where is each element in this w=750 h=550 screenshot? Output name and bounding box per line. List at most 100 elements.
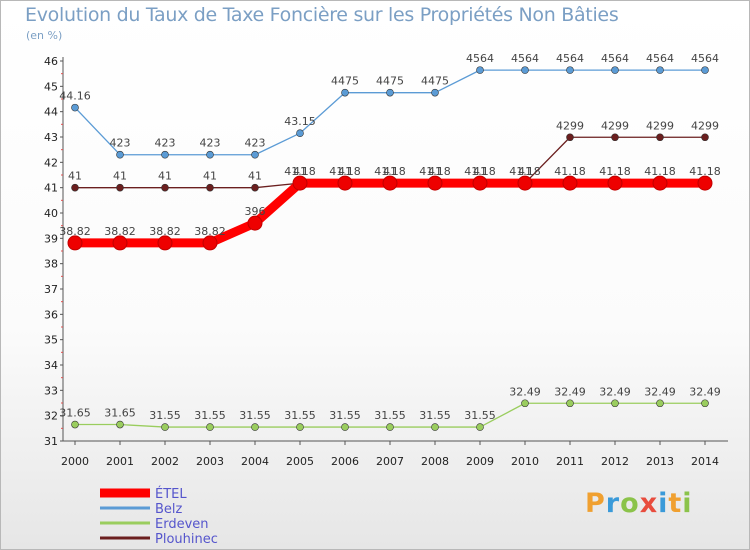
y-tick-label: 45 bbox=[44, 80, 58, 93]
point-plouhinec bbox=[566, 133, 574, 142]
y-tick-label: 44 bbox=[44, 106, 58, 119]
x-tick-label: 2005 bbox=[286, 455, 314, 468]
point-erdeven bbox=[296, 423, 304, 431]
point-plouhinec bbox=[701, 133, 709, 142]
data-label-belz: 423 bbox=[245, 137, 266, 150]
data-label-tel: 41.18 bbox=[644, 165, 676, 178]
data-label-erdeven: 32.49 bbox=[554, 385, 586, 398]
data-label-erdeven: 31.55 bbox=[374, 409, 406, 422]
point-belz bbox=[71, 103, 79, 112]
y-tick-label: 35 bbox=[44, 334, 58, 347]
data-label-belz: 4475 bbox=[376, 75, 404, 88]
x-tick-label: 2000 bbox=[61, 455, 89, 468]
point-tel bbox=[202, 235, 218, 251]
point-tel bbox=[652, 175, 668, 191]
point-erdeven bbox=[341, 423, 349, 431]
data-label-plouhinec: 41 bbox=[338, 165, 352, 178]
data-label-belz: 43.15 bbox=[284, 115, 316, 128]
data-label-erdeven: 31.55 bbox=[464, 409, 496, 422]
data-label-belz: 423 bbox=[155, 137, 176, 150]
point-tel bbox=[247, 215, 263, 231]
data-label-erdeven: 31.55 bbox=[149, 409, 181, 422]
x-tick-label: 2003 bbox=[196, 455, 224, 468]
data-label-belz: 44.16 bbox=[59, 90, 91, 103]
point-erdeven bbox=[116, 420, 124, 429]
data-label-belz: 4564 bbox=[466, 52, 494, 65]
point-plouhinec bbox=[71, 183, 79, 192]
point-belz bbox=[701, 66, 709, 74]
y-tick-label: 37 bbox=[44, 283, 58, 296]
x-tick-label: 2002 bbox=[151, 455, 179, 468]
x-tick-label: 2011 bbox=[556, 455, 584, 468]
data-label-belz: 4564 bbox=[646, 52, 674, 65]
x-tick-label: 2001 bbox=[106, 455, 134, 468]
data-label-belz: 4475 bbox=[421, 75, 449, 88]
data-label-tel: 38.82 bbox=[194, 225, 226, 238]
y-tick-label: 40 bbox=[44, 207, 58, 220]
data-label-tel: 41.18 bbox=[689, 165, 721, 178]
point-belz bbox=[161, 150, 169, 159]
point-belz bbox=[656, 66, 664, 74]
data-label-tel: 41.18 bbox=[464, 165, 496, 178]
data-label-belz: 4564 bbox=[601, 52, 629, 65]
data-label-plouhinec: 41 bbox=[203, 170, 217, 183]
point-erdeven bbox=[206, 423, 214, 431]
legend-label-plouhinec: Plouhinec bbox=[155, 532, 218, 547]
data-label-tel: 41.18 bbox=[509, 165, 541, 178]
data-label-erdeven: 31.55 bbox=[329, 409, 361, 422]
y-tick-label: 31 bbox=[44, 435, 58, 448]
point-tel bbox=[382, 175, 398, 191]
point-tel bbox=[427, 175, 443, 191]
x-tick-label: 2014 bbox=[691, 455, 719, 468]
data-label-tel: 41.18 bbox=[284, 165, 316, 178]
data-label-tel: 38.82 bbox=[59, 225, 91, 238]
x-tick-label: 2008 bbox=[421, 455, 449, 468]
point-erdeven bbox=[431, 423, 439, 431]
data-label-erdeven: 32.49 bbox=[599, 385, 631, 398]
data-label-plouhinec: 41 bbox=[113, 170, 127, 183]
y-unit-label: (en %) bbox=[26, 29, 63, 42]
y-tick-label: 32 bbox=[44, 410, 58, 423]
x-tick-label: 2007 bbox=[376, 455, 404, 468]
data-label-erdeven: 31.55 bbox=[239, 409, 271, 422]
data-label-plouhinec: 4299 bbox=[601, 119, 629, 132]
data-label-tel: 41.18 bbox=[419, 165, 451, 178]
point-tel bbox=[697, 175, 713, 191]
data-label-plouhinec: 41 bbox=[428, 165, 442, 178]
point-belz bbox=[341, 88, 349, 97]
y-tick-label: 46 bbox=[44, 55, 58, 68]
chart-title: Evolution du Taux de Taxe Foncière sur l… bbox=[25, 4, 619, 26]
point-erdeven bbox=[521, 399, 529, 408]
point-tel bbox=[472, 175, 488, 191]
x-tick-label: 2009 bbox=[466, 455, 494, 468]
data-label-erdeven: 31.55 bbox=[419, 409, 451, 422]
point-erdeven bbox=[566, 399, 574, 408]
data-label-plouhinec: 41 bbox=[68, 170, 82, 183]
proxiti-logo[interactable]: Proxiti bbox=[585, 488, 693, 519]
logo-letter-t: t bbox=[668, 488, 683, 519]
point-tel bbox=[562, 175, 578, 191]
data-label-plouhinec: 4299 bbox=[691, 119, 719, 132]
point-tel bbox=[157, 235, 173, 251]
point-erdeven bbox=[386, 423, 394, 431]
x-tick-label: 2013 bbox=[646, 455, 674, 468]
data-label-tel: 41.18 bbox=[554, 165, 586, 178]
data-label-tel: 38.82 bbox=[104, 225, 136, 238]
data-label-tel: 41.18 bbox=[599, 165, 631, 178]
point-tel bbox=[112, 235, 128, 251]
logo-letter-i: i bbox=[658, 488, 669, 519]
point-belz bbox=[116, 150, 124, 159]
point-plouhinec bbox=[251, 183, 259, 192]
point-tel bbox=[292, 175, 308, 191]
data-label-erdeven: 32.49 bbox=[689, 385, 721, 398]
y-tick-label: 34 bbox=[44, 359, 58, 372]
data-label-plouhinec: 4299 bbox=[556, 119, 584, 132]
y-tick-label: 33 bbox=[44, 384, 58, 397]
point-belz bbox=[386, 88, 394, 97]
point-belz bbox=[521, 66, 529, 74]
point-erdeven bbox=[251, 423, 259, 431]
legend-label-belz: Belz bbox=[155, 502, 183, 517]
logo-letter-o: o bbox=[620, 488, 640, 519]
logo-letter-x: x bbox=[639, 488, 659, 519]
data-label-belz: 423 bbox=[200, 137, 221, 150]
